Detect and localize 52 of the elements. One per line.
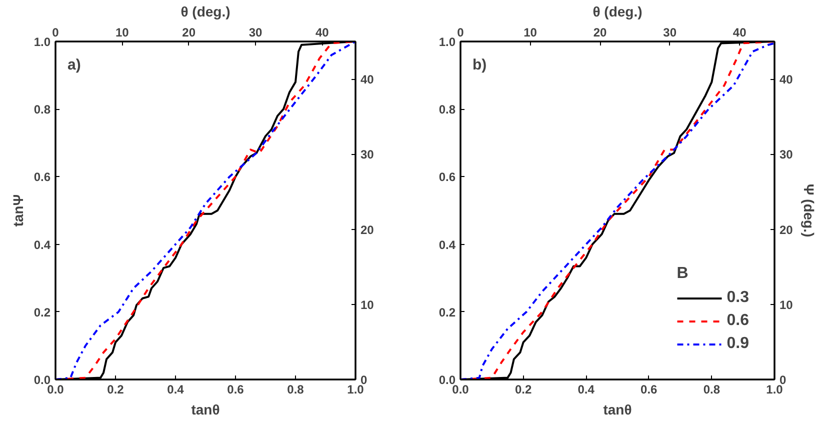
x-tick-label: 0.8 xyxy=(287,382,304,396)
x2-tick-label: 10 xyxy=(524,26,538,40)
y2-tick-label: 40 xyxy=(780,72,794,87)
x-tick-label: 0.8 xyxy=(703,382,720,396)
x2-tick-label: 0 xyxy=(457,26,464,40)
y2-tick-label: 30 xyxy=(360,148,374,162)
y-tick-label: 0.4 xyxy=(438,238,456,252)
y-tick-label: 0.6 xyxy=(34,170,51,184)
y2-tick-label: 20 xyxy=(780,222,794,237)
y-tick-label: 1.0 xyxy=(438,35,456,49)
y-tick-label: 1.0 xyxy=(34,35,51,49)
y-tick-label: 0.4 xyxy=(34,238,51,252)
legend-label: 0.9 xyxy=(726,335,749,353)
x2-tick-label: 30 xyxy=(248,26,262,40)
x-tick-label: 0.6 xyxy=(227,382,244,396)
y-axis-title: tanΨ xyxy=(10,194,26,227)
x-tick-label: 0.2 xyxy=(514,382,532,396)
y-tick-label: 0.2 xyxy=(34,305,51,320)
x-tick-label: 0.0 xyxy=(452,382,470,396)
y2-tick-label: 40 xyxy=(360,72,374,87)
y2-tick-label: 30 xyxy=(780,148,794,162)
x-axis-title: tanθ xyxy=(603,402,632,418)
legend-title: B xyxy=(676,265,690,283)
legend-label: 0.6 xyxy=(726,312,749,330)
x2-tick-label: 30 xyxy=(663,26,677,40)
x-axis-title: tanθ xyxy=(191,402,220,418)
annotation: a) xyxy=(68,56,81,74)
x2-tick-label: 20 xyxy=(182,26,196,40)
x-tick-label: 0.2 xyxy=(107,382,124,396)
x-tick-label: 0.0 xyxy=(47,382,64,396)
x2-tick-label: 40 xyxy=(315,26,330,40)
y-tick-label: 0.6 xyxy=(438,170,456,184)
annotation: b) xyxy=(472,56,487,74)
y2-tick-label: 10 xyxy=(780,298,794,312)
y2-tick-label: 10 xyxy=(360,298,374,312)
y-tick-label: 0.8 xyxy=(34,102,51,117)
x-tick-label: 0.4 xyxy=(167,382,184,396)
y-tick-label: 0.8 xyxy=(438,102,456,117)
x2-tick-label: 40 xyxy=(732,26,747,40)
x2-axis-title: θ (deg.) xyxy=(180,4,230,20)
x-tick-label: 0.4 xyxy=(578,382,595,396)
x2-tick-label: 20 xyxy=(593,26,608,40)
y-tick-label: 0.2 xyxy=(438,305,456,320)
x2-tick-label: 10 xyxy=(115,26,130,40)
legend-label: 0.3 xyxy=(726,289,749,307)
x2-axis-title: θ (deg.) xyxy=(592,4,642,20)
y2-tick-label: 20 xyxy=(360,222,374,237)
x-tick-label: 1.0 xyxy=(347,382,364,396)
x2-tick-label: 0 xyxy=(52,26,60,40)
x-tick-label: 1.0 xyxy=(766,382,784,396)
y2-axis-title: Ψ (deg.) xyxy=(800,184,817,238)
x-tick-label: 0.6 xyxy=(640,382,658,396)
